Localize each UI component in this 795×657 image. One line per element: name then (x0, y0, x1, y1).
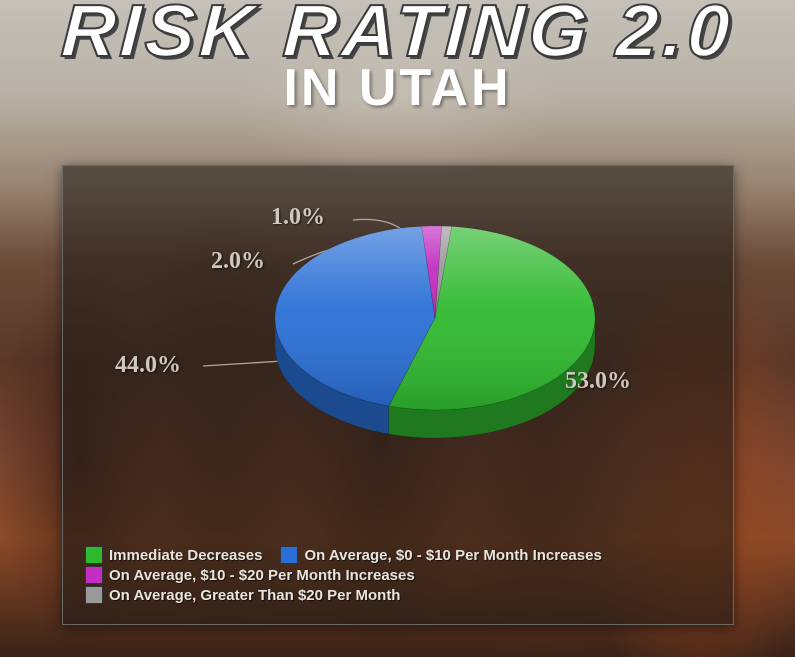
legend-swatch (85, 546, 103, 564)
legend-row: On Average, $10 - $20 Per Month Increase… (85, 566, 705, 584)
legend-row: On Average, Greater Than $20 Per Month (85, 586, 705, 604)
legend-item-gt20: On Average, Greater Than $20 Per Month (85, 586, 400, 604)
pie-label-1: 1.0% (271, 204, 325, 231)
legend-label: Immediate Decreases (109, 547, 262, 564)
legend-row: Immediate Decreases On Average, $0 - $10… (85, 546, 705, 564)
legend-swatch (85, 566, 103, 584)
legend-label: On Average, Greater Than $20 Per Month (109, 587, 400, 604)
legend-swatch (280, 546, 298, 564)
pie-label-44: 44.0% (115, 352, 181, 379)
pie-label-53: 53.0% (565, 368, 631, 395)
legend-label: On Average, $0 - $10 Per Month Increases (304, 547, 601, 564)
chart-panel: 53.0% 44.0% 2.0% 1.0% Immediate Decrease… (62, 165, 734, 625)
legend-label: On Average, $10 - $20 Per Month Increase… (109, 567, 415, 584)
legend-swatch (85, 586, 103, 604)
legend-item-decreases: Immediate Decreases (85, 546, 262, 564)
legend: Immediate Decreases On Average, $0 - $10… (85, 546, 705, 606)
title-block: RISK RATING 2.0 IN UTAH (0, 0, 795, 118)
legend-item-0-10: On Average, $0 - $10 Per Month Increases (280, 546, 601, 564)
legend-item-10-20: On Average, $10 - $20 Per Month Increase… (85, 566, 415, 584)
pie-chart (275, 208, 595, 468)
pie-label-2: 2.0% (211, 248, 265, 275)
main-title: RISK RATING 2.0 (0, 0, 795, 66)
